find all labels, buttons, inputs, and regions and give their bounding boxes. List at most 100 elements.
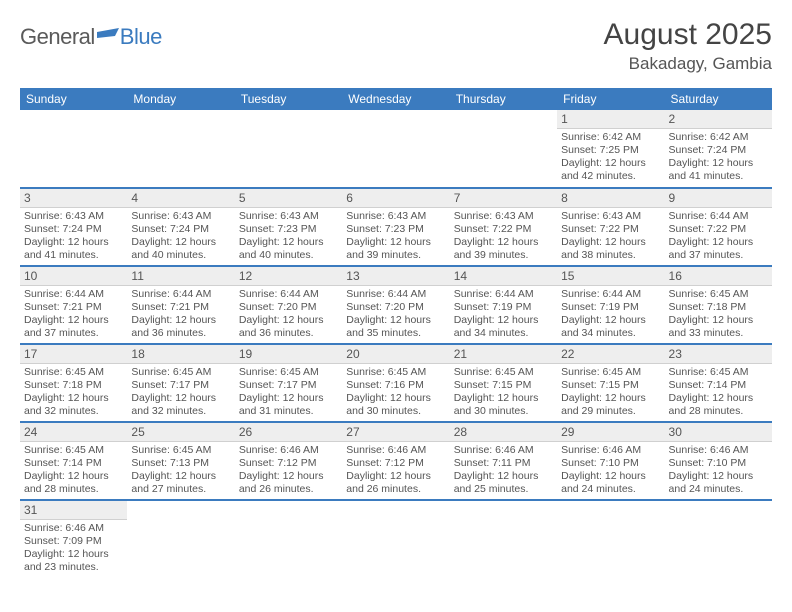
daylight-text: and 25 minutes.	[454, 483, 553, 496]
day-details: Sunrise: 6:45 AMSunset: 7:16 PMDaylight:…	[342, 364, 449, 419]
sunset-text: Sunset: 7:13 PM	[131, 457, 230, 470]
daylight-text: Daylight: 12 hours	[24, 314, 123, 327]
calendar-cell: 23Sunrise: 6:45 AMSunset: 7:14 PMDayligh…	[665, 344, 772, 422]
weekday-header: Thursday	[450, 88, 557, 110]
day-details: Sunrise: 6:45 AMSunset: 7:17 PMDaylight:…	[127, 364, 234, 419]
daylight-text: Daylight: 12 hours	[561, 314, 660, 327]
sunrise-text: Sunrise: 6:46 AM	[669, 444, 768, 457]
day-details: Sunrise: 6:46 AMSunset: 7:12 PMDaylight:…	[235, 442, 342, 497]
daylight-text: and 26 minutes.	[239, 483, 338, 496]
sunrise-text: Sunrise: 6:43 AM	[131, 210, 230, 223]
sunset-text: Sunset: 7:15 PM	[454, 379, 553, 392]
calendar-cell: 17Sunrise: 6:45 AMSunset: 7:18 PMDayligh…	[20, 344, 127, 422]
daylight-text: Daylight: 12 hours	[239, 236, 338, 249]
daylight-text: and 39 minutes.	[346, 249, 445, 262]
day-details: Sunrise: 6:42 AMSunset: 7:24 PMDaylight:…	[665, 129, 772, 184]
calendar-cell: 8Sunrise: 6:43 AMSunset: 7:22 PMDaylight…	[557, 188, 664, 266]
weekday-header-row: Sunday Monday Tuesday Wednesday Thursday…	[20, 88, 772, 110]
day-number: 24	[20, 423, 127, 442]
day-number: 2	[665, 110, 772, 129]
day-details: Sunrise: 6:44 AMSunset: 7:22 PMDaylight:…	[665, 208, 772, 263]
calendar-cell: 15Sunrise: 6:44 AMSunset: 7:19 PMDayligh…	[557, 266, 664, 344]
day-number: 29	[557, 423, 664, 442]
daylight-text: and 32 minutes.	[24, 405, 123, 418]
calendar-cell: 27Sunrise: 6:46 AMSunset: 7:12 PMDayligh…	[342, 422, 449, 500]
day-details: Sunrise: 6:44 AMSunset: 7:20 PMDaylight:…	[342, 286, 449, 341]
sunrise-text: Sunrise: 6:46 AM	[346, 444, 445, 457]
title-block: August 2025 Bakadagy, Gambia	[604, 18, 772, 74]
day-number: 31	[20, 501, 127, 520]
daylight-text: Daylight: 12 hours	[346, 470, 445, 483]
calendar-cell: 29Sunrise: 6:46 AMSunset: 7:10 PMDayligh…	[557, 422, 664, 500]
sunrise-text: Sunrise: 6:44 AM	[454, 288, 553, 301]
daylight-text: Daylight: 12 hours	[346, 314, 445, 327]
daylight-text: and 40 minutes.	[239, 249, 338, 262]
day-details: Sunrise: 6:44 AMSunset: 7:19 PMDaylight:…	[557, 286, 664, 341]
daylight-text: and 26 minutes.	[346, 483, 445, 496]
daylight-text: Daylight: 12 hours	[24, 236, 123, 249]
day-details: Sunrise: 6:45 AMSunset: 7:13 PMDaylight:…	[127, 442, 234, 497]
sunset-text: Sunset: 7:22 PM	[669, 223, 768, 236]
day-details: Sunrise: 6:45 AMSunset: 7:14 PMDaylight:…	[20, 442, 127, 497]
calendar-cell: 9Sunrise: 6:44 AMSunset: 7:22 PMDaylight…	[665, 188, 772, 266]
day-details: Sunrise: 6:45 AMSunset: 7:18 PMDaylight:…	[665, 286, 772, 341]
calendar-cell: 11Sunrise: 6:44 AMSunset: 7:21 PMDayligh…	[127, 266, 234, 344]
calendar-cell	[235, 110, 342, 188]
daylight-text: and 32 minutes.	[131, 405, 230, 418]
sunrise-text: Sunrise: 6:46 AM	[24, 522, 123, 535]
sunrise-text: Sunrise: 6:43 AM	[239, 210, 338, 223]
calendar-week-row: 3Sunrise: 6:43 AMSunset: 7:24 PMDaylight…	[20, 188, 772, 266]
weekday-header: Sunday	[20, 88, 127, 110]
sunrise-text: Sunrise: 6:45 AM	[669, 366, 768, 379]
calendar-cell	[342, 500, 449, 578]
day-details: Sunrise: 6:46 AMSunset: 7:12 PMDaylight:…	[342, 442, 449, 497]
daylight-text: Daylight: 12 hours	[454, 314, 553, 327]
daylight-text: and 40 minutes.	[131, 249, 230, 262]
day-details: Sunrise: 6:45 AMSunset: 7:17 PMDaylight:…	[235, 364, 342, 419]
brand-part2: Blue	[120, 24, 162, 50]
daylight-text: and 35 minutes.	[346, 327, 445, 340]
daylight-text: Daylight: 12 hours	[239, 314, 338, 327]
day-details: Sunrise: 6:44 AMSunset: 7:20 PMDaylight:…	[235, 286, 342, 341]
calendar-cell: 12Sunrise: 6:44 AMSunset: 7:20 PMDayligh…	[235, 266, 342, 344]
sunrise-text: Sunrise: 6:45 AM	[346, 366, 445, 379]
daylight-text: and 30 minutes.	[454, 405, 553, 418]
calendar-cell: 14Sunrise: 6:44 AMSunset: 7:19 PMDayligh…	[450, 266, 557, 344]
day-number: 9	[665, 189, 772, 208]
sunset-text: Sunset: 7:16 PM	[346, 379, 445, 392]
calendar-cell: 1Sunrise: 6:42 AMSunset: 7:25 PMDaylight…	[557, 110, 664, 188]
calendar-cell	[20, 110, 127, 188]
sunset-text: Sunset: 7:11 PM	[454, 457, 553, 470]
day-details: Sunrise: 6:45 AMSunset: 7:14 PMDaylight:…	[665, 364, 772, 419]
calendar-cell	[450, 500, 557, 578]
day-number: 18	[127, 345, 234, 364]
sunrise-text: Sunrise: 6:43 AM	[454, 210, 553, 223]
day-number: 10	[20, 267, 127, 286]
sunrise-text: Sunrise: 6:43 AM	[561, 210, 660, 223]
calendar-cell: 24Sunrise: 6:45 AMSunset: 7:14 PMDayligh…	[20, 422, 127, 500]
day-number: 26	[235, 423, 342, 442]
sunrise-text: Sunrise: 6:45 AM	[131, 366, 230, 379]
sunrise-text: Sunrise: 6:42 AM	[561, 131, 660, 144]
sunset-text: Sunset: 7:24 PM	[24, 223, 123, 236]
calendar-cell: 5Sunrise: 6:43 AMSunset: 7:23 PMDaylight…	[235, 188, 342, 266]
day-number: 3	[20, 189, 127, 208]
sunset-text: Sunset: 7:17 PM	[239, 379, 338, 392]
calendar-cell: 16Sunrise: 6:45 AMSunset: 7:18 PMDayligh…	[665, 266, 772, 344]
sunrise-text: Sunrise: 6:46 AM	[561, 444, 660, 457]
sunset-text: Sunset: 7:19 PM	[454, 301, 553, 314]
day-number: 19	[235, 345, 342, 364]
day-number: 25	[127, 423, 234, 442]
calendar-cell: 18Sunrise: 6:45 AMSunset: 7:17 PMDayligh…	[127, 344, 234, 422]
day-number: 17	[20, 345, 127, 364]
day-number: 13	[342, 267, 449, 286]
day-details: Sunrise: 6:46 AMSunset: 7:10 PMDaylight:…	[557, 442, 664, 497]
daylight-text: and 24 minutes.	[669, 483, 768, 496]
sunset-text: Sunset: 7:14 PM	[669, 379, 768, 392]
daylight-text: Daylight: 12 hours	[561, 392, 660, 405]
sunset-text: Sunset: 7:15 PM	[561, 379, 660, 392]
day-details: Sunrise: 6:43 AMSunset: 7:24 PMDaylight:…	[20, 208, 127, 263]
day-number: 21	[450, 345, 557, 364]
sunset-text: Sunset: 7:24 PM	[131, 223, 230, 236]
day-details: Sunrise: 6:46 AMSunset: 7:11 PMDaylight:…	[450, 442, 557, 497]
